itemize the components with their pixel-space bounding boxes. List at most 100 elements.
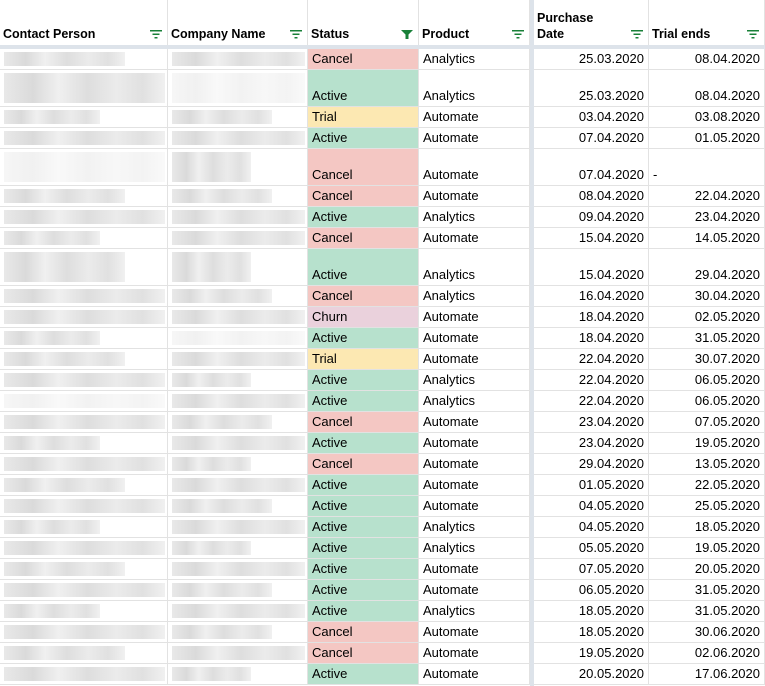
contact-person-cell[interactable]: [0, 622, 168, 642]
filter-active-icon[interactable]: [401, 30, 413, 39]
table-row[interactable]: Cancel Automate 19.05.2020 02.06.2020: [0, 643, 765, 664]
status-cell[interactable]: Active: [308, 249, 419, 285]
header-company-name[interactable]: Company Name: [168, 0, 308, 45]
company-name-cell[interactable]: [168, 517, 308, 537]
product-cell[interactable]: Analytics: [419, 207, 530, 227]
purchase-date-cell[interactable]: 05.05.2020: [534, 538, 649, 558]
purchase-date-cell[interactable]: 16.04.2020: [534, 286, 649, 306]
company-name-cell[interactable]: [168, 433, 308, 453]
contact-person-cell[interactable]: [0, 433, 168, 453]
status-cell[interactable]: Active: [308, 207, 419, 227]
status-cell[interactable]: Active: [308, 70, 419, 106]
status-cell[interactable]: Active: [308, 496, 419, 516]
purchase-date-cell[interactable]: 09.04.2020: [534, 207, 649, 227]
trial-ends-cell[interactable]: 22.04.2020: [649, 186, 765, 206]
purchase-date-cell[interactable]: 04.05.2020: [534, 517, 649, 537]
header-purchase-date[interactable]: Purchase Date: [534, 0, 649, 45]
status-cell[interactable]: Active: [308, 475, 419, 495]
contact-person-cell[interactable]: [0, 249, 168, 285]
purchase-date-cell[interactable]: 18.05.2020: [534, 601, 649, 621]
contact-person-cell[interactable]: [0, 107, 168, 127]
product-cell[interactable]: Analytics: [419, 286, 530, 306]
product-cell[interactable]: Automate: [419, 328, 530, 348]
trial-ends-cell[interactable]: 02.06.2020: [649, 643, 765, 663]
contact-person-cell[interactable]: [0, 370, 168, 390]
status-cell[interactable]: Cancel: [308, 622, 419, 642]
product-cell[interactable]: Automate: [419, 149, 530, 185]
table-row[interactable]: Cancel Automate 15.04.2020 14.05.2020: [0, 228, 765, 249]
product-cell[interactable]: Automate: [419, 307, 530, 327]
table-row[interactable]: Active Analytics 15.04.2020 29.04.2020: [0, 249, 765, 286]
table-row[interactable]: Cancel Analytics 25.03.2020 08.04.2020: [0, 49, 765, 70]
status-cell[interactable]: Trial: [308, 349, 419, 369]
company-name-cell[interactable]: [168, 49, 308, 69]
company-name-cell[interactable]: [168, 601, 308, 621]
product-cell[interactable]: Analytics: [419, 601, 530, 621]
trial-ends-cell[interactable]: 22.05.2020: [649, 475, 765, 495]
product-cell[interactable]: Automate: [419, 412, 530, 432]
contact-person-cell[interactable]: [0, 664, 168, 684]
contact-person-cell[interactable]: [0, 70, 168, 106]
contact-person-cell[interactable]: [0, 517, 168, 537]
purchase-date-cell[interactable]: 07.05.2020: [534, 559, 649, 579]
status-cell[interactable]: Trial: [308, 107, 419, 127]
company-name-cell[interactable]: [168, 207, 308, 227]
status-cell[interactable]: Cancel: [308, 454, 419, 474]
contact-person-cell[interactable]: [0, 49, 168, 69]
product-cell[interactable]: Automate: [419, 128, 530, 148]
product-cell[interactable]: Automate: [419, 186, 530, 206]
purchase-date-cell[interactable]: 18.04.2020: [534, 307, 649, 327]
company-name-cell[interactable]: [168, 328, 308, 348]
trial-ends-cell[interactable]: 06.05.2020: [649, 370, 765, 390]
frozen-row-divider[interactable]: [0, 45, 765, 49]
product-cell[interactable]: Analytics: [419, 391, 530, 411]
contact-person-cell[interactable]: [0, 454, 168, 474]
product-cell[interactable]: Analytics: [419, 49, 530, 69]
filter-icon[interactable]: [290, 30, 302, 39]
trial-ends-cell[interactable]: 20.05.2020: [649, 559, 765, 579]
table-row[interactable]: Active Automate 07.05.2020 20.05.2020: [0, 559, 765, 580]
trial-ends-cell[interactable]: 03.08.2020: [649, 107, 765, 127]
company-name-cell[interactable]: [168, 307, 308, 327]
trial-ends-cell[interactable]: 18.05.2020: [649, 517, 765, 537]
trial-ends-cell[interactable]: 29.04.2020: [649, 249, 765, 285]
contact-person-cell[interactable]: [0, 328, 168, 348]
contact-person-cell[interactable]: [0, 580, 168, 600]
company-name-cell[interactable]: [168, 475, 308, 495]
trial-ends-cell[interactable]: 30.04.2020: [649, 286, 765, 306]
purchase-date-cell[interactable]: 07.04.2020: [534, 149, 649, 185]
company-name-cell[interactable]: [168, 391, 308, 411]
status-cell[interactable]: Cancel: [308, 412, 419, 432]
table-row[interactable]: Active Analytics 22.04.2020 06.05.2020: [0, 391, 765, 412]
table-row[interactable]: Cancel Automate 23.04.2020 07.05.2020: [0, 412, 765, 433]
company-name-cell[interactable]: [168, 228, 308, 248]
product-cell[interactable]: Analytics: [419, 70, 530, 106]
table-row[interactable]: Active Automate 04.05.2020 25.05.2020: [0, 496, 765, 517]
product-cell[interactable]: Automate: [419, 664, 530, 684]
company-name-cell[interactable]: [168, 580, 308, 600]
contact-person-cell[interactable]: [0, 475, 168, 495]
contact-person-cell[interactable]: [0, 307, 168, 327]
purchase-date-cell[interactable]: 23.04.2020: [534, 433, 649, 453]
trial-ends-cell[interactable]: 13.05.2020: [649, 454, 765, 474]
purchase-date-cell[interactable]: 25.03.2020: [534, 70, 649, 106]
table-row[interactable]: Active Automate 01.05.2020 22.05.2020: [0, 475, 765, 496]
contact-person-cell[interactable]: [0, 207, 168, 227]
status-cell[interactable]: Cancel: [308, 228, 419, 248]
status-cell[interactable]: Churn: [308, 307, 419, 327]
product-cell[interactable]: Automate: [419, 622, 530, 642]
trial-ends-cell[interactable]: 06.05.2020: [649, 391, 765, 411]
purchase-date-cell[interactable]: 08.04.2020: [534, 186, 649, 206]
company-name-cell[interactable]: [168, 286, 308, 306]
purchase-date-cell[interactable]: 25.03.2020: [534, 49, 649, 69]
status-cell[interactable]: Cancel: [308, 186, 419, 206]
contact-person-cell[interactable]: [0, 186, 168, 206]
table-row[interactable]: Trial Automate 03.04.2020 03.08.2020: [0, 107, 765, 128]
trial-ends-cell[interactable]: -: [649, 149, 765, 185]
purchase-date-cell[interactable]: 15.04.2020: [534, 249, 649, 285]
trial-ends-cell[interactable]: 31.05.2020: [649, 601, 765, 621]
table-row[interactable]: Active Automate 23.04.2020 19.05.2020: [0, 433, 765, 454]
trial-ends-cell[interactable]: 14.05.2020: [649, 228, 765, 248]
purchase-date-cell[interactable]: 04.05.2020: [534, 496, 649, 516]
product-cell[interactable]: Analytics: [419, 517, 530, 537]
